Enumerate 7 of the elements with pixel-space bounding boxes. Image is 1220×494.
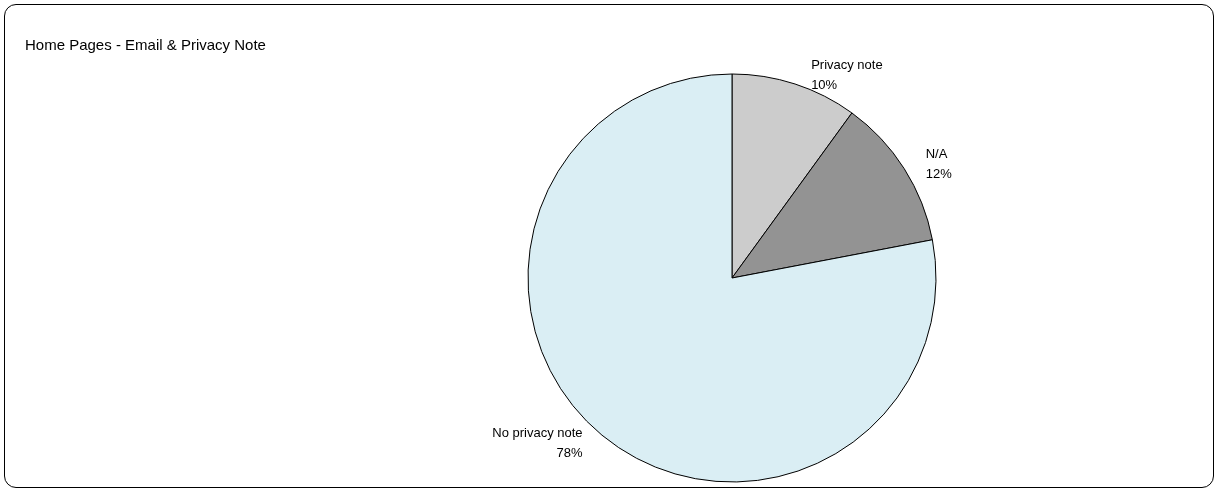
text: Home Pages - Email & Privacy Note [25, 36, 266, 53]
data-label: 78% [556, 445, 584, 461]
data-label: 10% [811, 76, 838, 92]
slice-label: No privacy note [492, 425, 583, 441]
slice-label: N/A [925, 145, 948, 161]
slice-label: Privacy note [811, 56, 883, 72]
data-label: 12% [925, 165, 953, 181]
